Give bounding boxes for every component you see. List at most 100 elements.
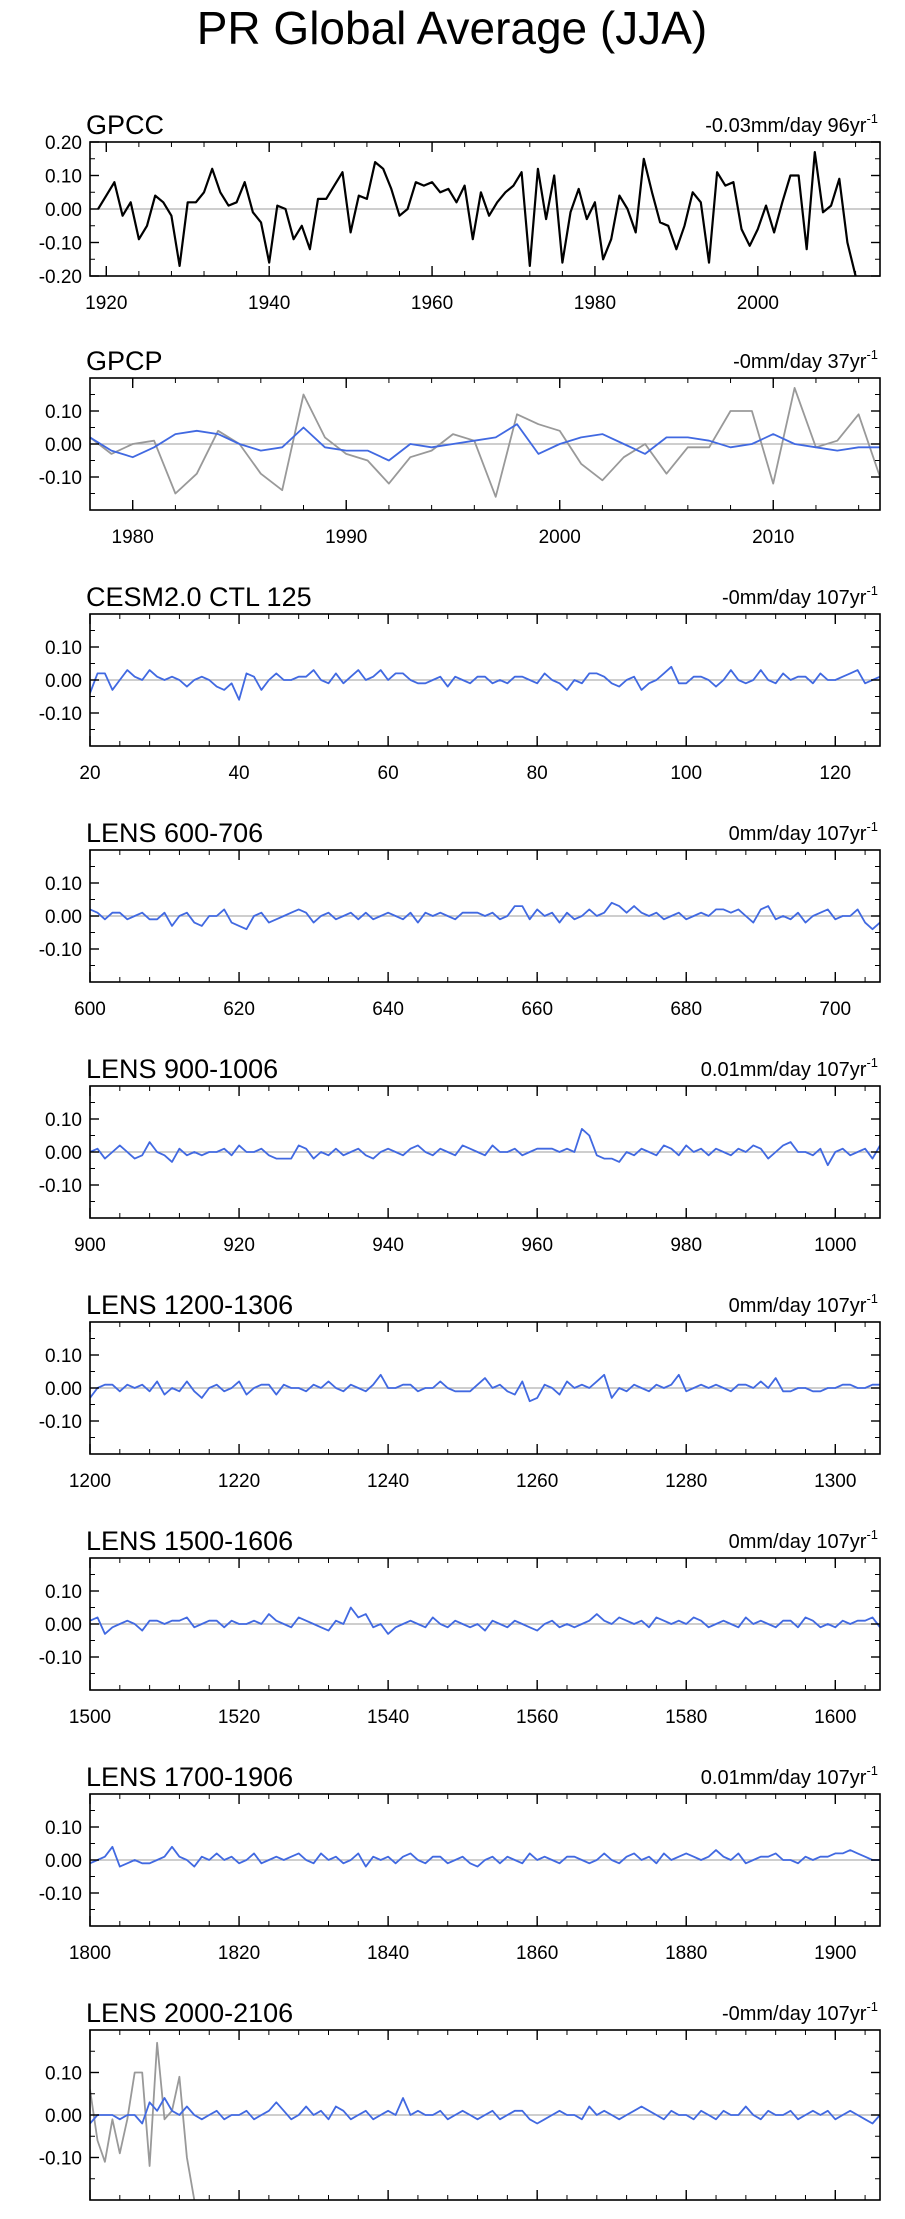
- panel-title: LENS 2000-2106: [86, 1998, 293, 2028]
- panel-5: LENS 900-1006 0.01mm/day 107yr-1 0.10 0.00 -…: [39, 1054, 881, 1256]
- x-tick-label: 20: [79, 763, 100, 784]
- trend-label: 0mm/day 107yr-1: [729, 819, 878, 845]
- x-tick-label: 1540: [367, 1707, 409, 1728]
- x-tick-label: 1580: [665, 1707, 707, 1728]
- x-tick-label: 2000: [69, 2217, 111, 2219]
- y-tick-label: 0.20: [45, 133, 82, 154]
- x-tick-label: 1000: [814, 1235, 856, 1256]
- y-tick-label: -0.10: [39, 1884, 82, 1905]
- panels: GPCC -0.03mm/day 96yr-1 0.20 0.10 0.00 -0.10 -…: [39, 110, 881, 2219]
- x-tick-label: 1900: [814, 1943, 856, 1964]
- y-tick-label: 0.10: [45, 2064, 82, 2085]
- panel-title: GPCP: [86, 346, 163, 376]
- y-tick-label: 0.10: [45, 1582, 82, 1603]
- trend-label: -0mm/day 107yr-1: [722, 583, 878, 609]
- figure-title: PR Global Average (JJA): [197, 2, 708, 54]
- panel-4: LENS 600-706 0mm/day 107yr-1 0.10 0.00 -0.10…: [39, 818, 881, 1020]
- y-tick-label: -0.10: [39, 1412, 82, 1433]
- x-tick-label: 1560: [516, 1707, 558, 1728]
- x-tick-label: 2020: [218, 2217, 260, 2219]
- y-tick-label: 0.00: [45, 1851, 82, 1872]
- x-tick-label: 1200: [69, 1471, 111, 1492]
- panel-title: LENS 900-1006: [86, 1054, 278, 1084]
- x-tick-label: 80: [527, 763, 548, 784]
- x-tick-label: 960: [521, 1235, 553, 1256]
- x-tick-label: 120: [819, 763, 851, 784]
- y-tick-label: -0.10: [39, 1648, 82, 1669]
- x-tick-label: 1260: [516, 1471, 558, 1492]
- panel-8: LENS 1700-1906 0.01mm/day 107yr-1 0.10 0.00…: [39, 1762, 881, 1964]
- trend-label: 0mm/day 107yr-1: [729, 1527, 878, 1553]
- trend-label: 0.01mm/day 107yr-1: [701, 1055, 878, 1081]
- x-tick-label: 1960: [411, 293, 453, 314]
- x-tick-label: 1940: [248, 293, 290, 314]
- series-line-gpcc: [90, 386, 880, 498]
- y-tick-label: -0.10: [39, 704, 82, 725]
- y-tick-label: -0.10: [39, 940, 82, 961]
- series-line-lens: [90, 1128, 880, 1167]
- x-tick-label: 700: [819, 999, 851, 1020]
- panel-9: LENS 2000-2106 -0mm/day 107yr-1 0.10 0.00 -0…: [39, 1998, 881, 2219]
- x-tick-label: 60: [378, 763, 399, 784]
- x-tick-label: 2010: [752, 527, 794, 548]
- y-tick-label: 0.10: [45, 402, 82, 423]
- panel-3: CESM2.0 CTL 125 -0mm/day 107yr-1 0.10 0.00 -…: [39, 582, 881, 784]
- x-tick-label: 1980: [112, 527, 154, 548]
- panel-7: LENS 1500-1606 0mm/day 107yr-1 0.10 0.00 -0.…: [39, 1526, 881, 1728]
- y-tick-label: -0.10: [39, 234, 82, 255]
- panel-title: GPCC: [86, 110, 164, 140]
- y-tick-label: 0.00: [45, 2106, 82, 2127]
- series-line-lens: [90, 2097, 880, 2125]
- x-tick-label: 1860: [516, 1943, 558, 1964]
- x-tick-label: 1600: [814, 1707, 856, 1728]
- x-tick-label: 1300: [814, 1471, 856, 1492]
- y-tick-label: 0.10: [45, 1110, 82, 1131]
- series-line-gpcc: [97, 151, 857, 276]
- y-tick-label: -0.10: [39, 1176, 82, 1197]
- panel-2: GPCP -0mm/day 37yr-1 0.10 0.00 -0.10 1980 1990…: [39, 346, 881, 548]
- x-tick-label: 1880: [665, 1943, 707, 1964]
- series-line-lens: [90, 901, 880, 931]
- series-line-lens: [90, 1845, 880, 1868]
- trend-label: 0.01mm/day 107yr-1: [701, 1763, 878, 1789]
- y-tick-label: 0.10: [45, 1346, 82, 1367]
- x-tick-label: 940: [372, 1235, 404, 1256]
- x-tick-label: 2000: [737, 293, 779, 314]
- trend-label: -0mm/day 37yr-1: [733, 347, 878, 373]
- y-tick-label: 0.00: [45, 200, 82, 221]
- x-tick-label: 1990: [325, 527, 367, 548]
- x-tick-label: 1980: [574, 293, 616, 314]
- x-tick-label: 1280: [665, 1471, 707, 1492]
- x-tick-label: 100: [670, 763, 702, 784]
- y-tick-label: 0.10: [45, 1818, 82, 1839]
- x-tick-label: 2100: [814, 2217, 856, 2219]
- x-tick-label: 2080: [665, 2217, 707, 2219]
- y-tick-label: 0.00: [45, 1615, 82, 1636]
- series-line-ctl: [90, 665, 880, 701]
- trend-label: -0.03mm/day 96yr-1: [705, 111, 878, 137]
- y-tick-label: -0.10: [39, 468, 82, 489]
- y-tick-label: 0.00: [45, 435, 82, 456]
- panel-title: LENS 1500-1606: [86, 1526, 293, 1556]
- panel-title: LENS 1700-1906: [86, 1762, 293, 1792]
- y-tick-label: 0.10: [45, 638, 82, 659]
- series-line-gpcp: [90, 423, 880, 462]
- x-tick-label: 620: [223, 999, 255, 1020]
- x-tick-label: 640: [372, 999, 404, 1020]
- y-tick-label: 0.10: [45, 874, 82, 895]
- series-line-lens: [90, 1606, 880, 1635]
- x-tick-label: 1240: [367, 1471, 409, 1492]
- trend-label: 0mm/day 107yr-1: [729, 1291, 878, 1317]
- x-tick-label: 2060: [516, 2217, 558, 2219]
- x-tick-label: 660: [521, 999, 553, 1020]
- x-tick-label: 1840: [367, 1943, 409, 1964]
- panel-6: LENS 1200-1306 0mm/day 107yr-1 0.10 0.00 -0.…: [39, 1290, 881, 1492]
- x-tick-label: 680: [670, 999, 702, 1020]
- x-tick-label: 40: [228, 763, 249, 784]
- x-tick-label: 1920: [85, 293, 127, 314]
- x-tick-label: 1220: [218, 1471, 260, 1492]
- y-tick-label: -0.10: [39, 2149, 82, 2170]
- x-tick-label: 900: [74, 1235, 106, 1256]
